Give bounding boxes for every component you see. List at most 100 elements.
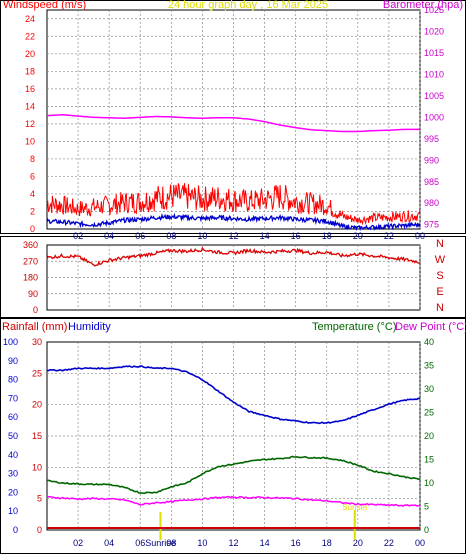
temperature-tick-label: 0 [424, 525, 429, 535]
dewpoint-axis-label: Dew Point (°C) [395, 321, 466, 333]
hour-tick-label: 02 [73, 538, 83, 548]
barometer-tick-label: 1015 [424, 48, 444, 58]
temperature-tick-label: 25 [424, 408, 434, 418]
compass-label: N [436, 238, 444, 250]
humidity-line [46, 365, 421, 425]
wind-tick-label: 20 [25, 49, 35, 59]
rainfall-tick-label: 15 [32, 431, 42, 441]
hour-tick-label: 22 [384, 538, 394, 548]
temperature-tick-label: 20 [424, 431, 434, 441]
hour-tick-label: 08 [166, 231, 176, 241]
hour-tick-label: 22 [384, 231, 394, 241]
temperature-tick-label: 15 [424, 455, 434, 465]
rainfall-tick-label: 25 [32, 368, 42, 378]
hour-tick-label: 08 [166, 538, 176, 548]
humidity-tick-label: 30 [8, 469, 18, 479]
humidity-tick-label: 0 [13, 525, 18, 535]
chart-title: 24 hour graph day , 16 Mar 2025 [168, 0, 328, 11]
temperature-tick-label: 30 [424, 384, 434, 394]
rainfall-axis-ticks: 0 5 10 15 20 25 30 [32, 337, 42, 535]
hour-tick-label: 00 [415, 231, 425, 241]
temp-time-ticks: 02 04 06 08 10 12 14 16 18 20 22 00 [73, 538, 425, 548]
barometer-tick-label: 990 [424, 155, 439, 165]
barometer-tick-label: 1005 [424, 91, 444, 101]
barometer-tick-label: 980 [424, 198, 439, 208]
dewpoint-line [46, 495, 421, 507]
hour-tick-label: 12 [228, 231, 238, 241]
barometer-axis-label: Barometer (hpa) [383, 0, 463, 11]
direction-tick-label: 0 [33, 305, 38, 315]
wind-direction-line [46, 246, 421, 267]
wind-tick-label: 6 [30, 171, 35, 181]
barometer-tick-label: 1010 [424, 69, 444, 79]
humidity-tick-label: 70 [8, 393, 18, 403]
direction-series [46, 246, 421, 267]
hour-tick-label: 06 [135, 538, 145, 548]
wind-series [46, 114, 421, 232]
direction-tick-label: 90 [28, 289, 38, 299]
hour-tick-label: 04 [104, 231, 114, 241]
temperature-line [46, 455, 420, 495]
average-wind-line [46, 212, 421, 232]
temperature-tick-label: 40 [424, 337, 434, 347]
barometer-tick-label: 1025 [424, 5, 444, 15]
humidity-tick-label: 80 [8, 375, 18, 385]
windspeed-line [46, 183, 421, 226]
barometer-tick-label: 1020 [424, 26, 444, 36]
temperature-tick-label: 35 [424, 361, 434, 371]
humidity-tick-label: 20 [8, 487, 18, 497]
temp-series [46, 365, 421, 529]
sunrise-label: Sunrise [145, 538, 176, 548]
humidity-tick-label: 90 [8, 356, 18, 366]
direction-tick-label: 360 [23, 240, 38, 250]
barometer-line [46, 114, 420, 133]
rainfall-tick-label: 10 [32, 462, 42, 472]
wind-tick-label: 24 [25, 14, 35, 24]
direction-tick-label: 180 [23, 273, 38, 283]
hour-tick-label: 16 [291, 538, 301, 548]
hour-tick-label: 20 [353, 538, 363, 548]
wind-time-ticks: 02 04 06 08 10 12 14 16 18 20 22 00 [73, 231, 425, 241]
barometer-tick-label: 995 [424, 134, 439, 144]
rainfall-tick-label: 5 [37, 494, 42, 504]
hour-tick-label: 02 [73, 231, 83, 241]
wind-tick-label: 14 [25, 101, 35, 111]
humidity-tick-label: 50 [8, 431, 18, 441]
hour-tick-label: 10 [197, 538, 207, 548]
sun-markers: Sunrise Sunset [145, 503, 368, 548]
wind-tick-label: 8 [30, 154, 35, 164]
wind-tick-label: 10 [25, 136, 35, 146]
hour-tick-label: 04 [104, 538, 114, 548]
hour-tick-label: 12 [228, 538, 238, 548]
direction-grid [47, 245, 421, 310]
compass-label: E [436, 286, 443, 298]
humidity-tick-label: 60 [8, 412, 18, 422]
barometer-tick-label: 975 [424, 220, 439, 230]
temperature-axis-ticks: 0 5 10 15 20 25 30 35 40 [424, 337, 434, 535]
humidity-tick-label: 40 [8, 450, 18, 460]
wind-grid [47, 10, 421, 229]
hour-tick-label: 06 [135, 231, 145, 241]
direction-tick-label: 270 [23, 256, 38, 266]
rainfall-axis-label: Rainfall (mm) [2, 321, 67, 333]
humidity-tick-label: 10 [8, 506, 18, 516]
wind-tick-label: 16 [25, 84, 35, 94]
hour-tick-label: 18 [322, 538, 332, 548]
temperature-tick-label: 10 [424, 478, 434, 488]
wind-tick-label: 4 [30, 189, 35, 199]
wind-tick-label: 0 [30, 224, 35, 234]
wind-tick-label: 2 [30, 206, 35, 216]
barometer-tick-label: 985 [424, 177, 439, 187]
compass-label: S [436, 270, 443, 282]
rainfall-tick-label: 0 [37, 525, 42, 535]
compass-label: N [436, 302, 444, 314]
humidity-axis-label: Humidity [68, 321, 111, 333]
wind-tick-label: 18 [25, 66, 35, 76]
hour-tick-label: 14 [260, 231, 270, 241]
direction-axis-ticks: 0 90 180 270 360 [23, 240, 38, 315]
hour-tick-label: 10 [197, 231, 207, 241]
